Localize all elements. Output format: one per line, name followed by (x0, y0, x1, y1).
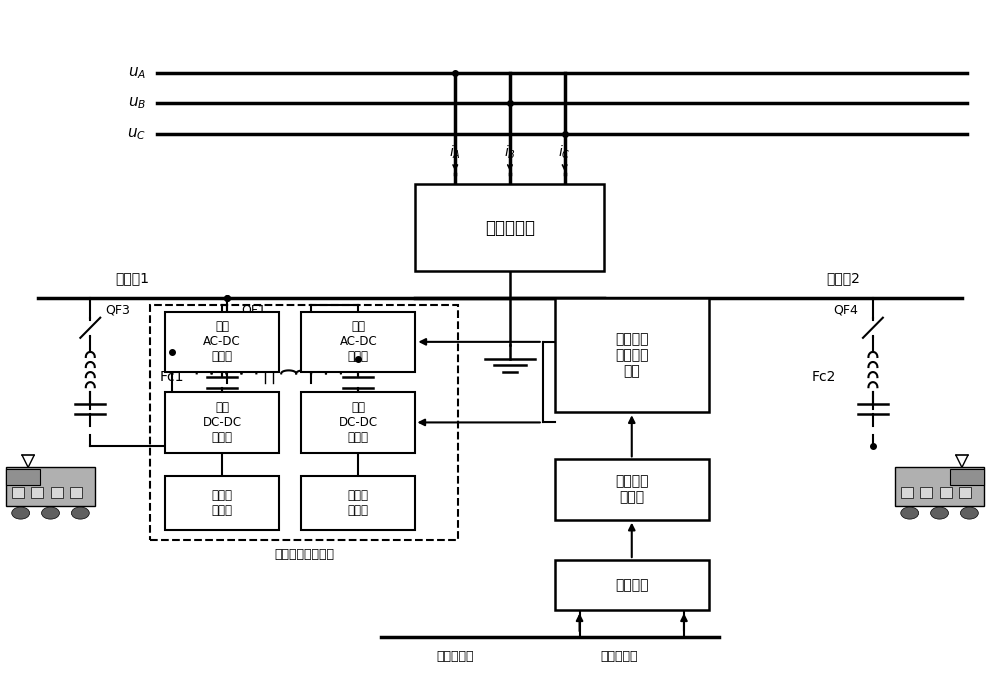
Text: QF1: QF1 (241, 303, 266, 316)
Text: $i_A$: $i_A$ (449, 143, 461, 160)
Text: $u_B$: $u_B$ (128, 95, 146, 111)
Bar (12, 487, 24, 498)
Bar (895, 467, 984, 506)
Circle shape (42, 507, 59, 519)
Circle shape (71, 507, 89, 519)
Text: 能量存
储模块: 能量存 储模块 (212, 489, 233, 517)
FancyBboxPatch shape (165, 476, 279, 530)
FancyBboxPatch shape (165, 311, 279, 372)
Text: 供电臂2: 供电臂2 (826, 271, 860, 285)
Bar (950, 468, 984, 485)
FancyBboxPatch shape (301, 476, 415, 530)
Text: 测量电路: 测量电路 (615, 578, 649, 592)
Bar (940, 487, 952, 498)
Text: 双向
AC-DC
变换器: 双向 AC-DC 变换器 (203, 320, 241, 364)
FancyBboxPatch shape (301, 392, 415, 453)
Text: $T_1$: $T_1$ (323, 356, 339, 372)
Text: 综合优化
控制器: 综合优化 控制器 (615, 475, 649, 504)
Text: QF3: QF3 (105, 303, 130, 316)
Text: 牵引变压器: 牵引变压器 (485, 219, 535, 237)
Text: 能量存
储模块: 能量存 储模块 (348, 489, 369, 517)
FancyBboxPatch shape (165, 392, 279, 453)
FancyBboxPatch shape (415, 184, 604, 271)
Circle shape (901, 507, 919, 519)
Text: Fc1: Fc1 (160, 370, 184, 384)
Bar (959, 487, 971, 498)
Bar (6, 468, 40, 485)
Text: QF4: QF4 (833, 303, 858, 316)
Text: $i_B$: $i_B$ (504, 143, 516, 160)
Text: 能量存储与变换器: 能量存储与变换器 (274, 548, 334, 561)
Bar (31, 487, 43, 498)
Circle shape (12, 507, 30, 519)
FancyBboxPatch shape (555, 460, 709, 520)
Text: $u_C$: $u_C$ (127, 126, 147, 141)
Bar (70, 487, 82, 498)
Bar (51, 487, 63, 498)
Text: 双向
DC-DC
变换器: 双向 DC-DC 变换器 (202, 401, 242, 444)
Text: $u_A$: $u_A$ (128, 66, 146, 81)
FancyBboxPatch shape (301, 311, 415, 372)
Text: 双向
AC-DC
变换器: 双向 AC-DC 变换器 (339, 320, 377, 364)
FancyBboxPatch shape (555, 298, 709, 412)
Text: 能量存储
与变换控
制器: 能量存储 与变换控 制器 (615, 332, 649, 378)
Circle shape (931, 507, 948, 519)
FancyBboxPatch shape (555, 560, 709, 611)
Bar (6, 467, 95, 506)
Text: 牵引侧数据: 牵引侧数据 (601, 651, 638, 663)
Text: 电网侧数据: 电网侧数据 (436, 651, 474, 663)
Text: 双向
DC-DC
变换器: 双向 DC-DC 变换器 (339, 401, 378, 444)
Text: $i_C$: $i_C$ (558, 143, 571, 160)
Text: 供电臂1: 供电臂1 (115, 271, 149, 285)
Bar (920, 487, 932, 498)
Circle shape (960, 507, 978, 519)
Bar (901, 487, 913, 498)
Text: Fc2: Fc2 (812, 370, 836, 384)
